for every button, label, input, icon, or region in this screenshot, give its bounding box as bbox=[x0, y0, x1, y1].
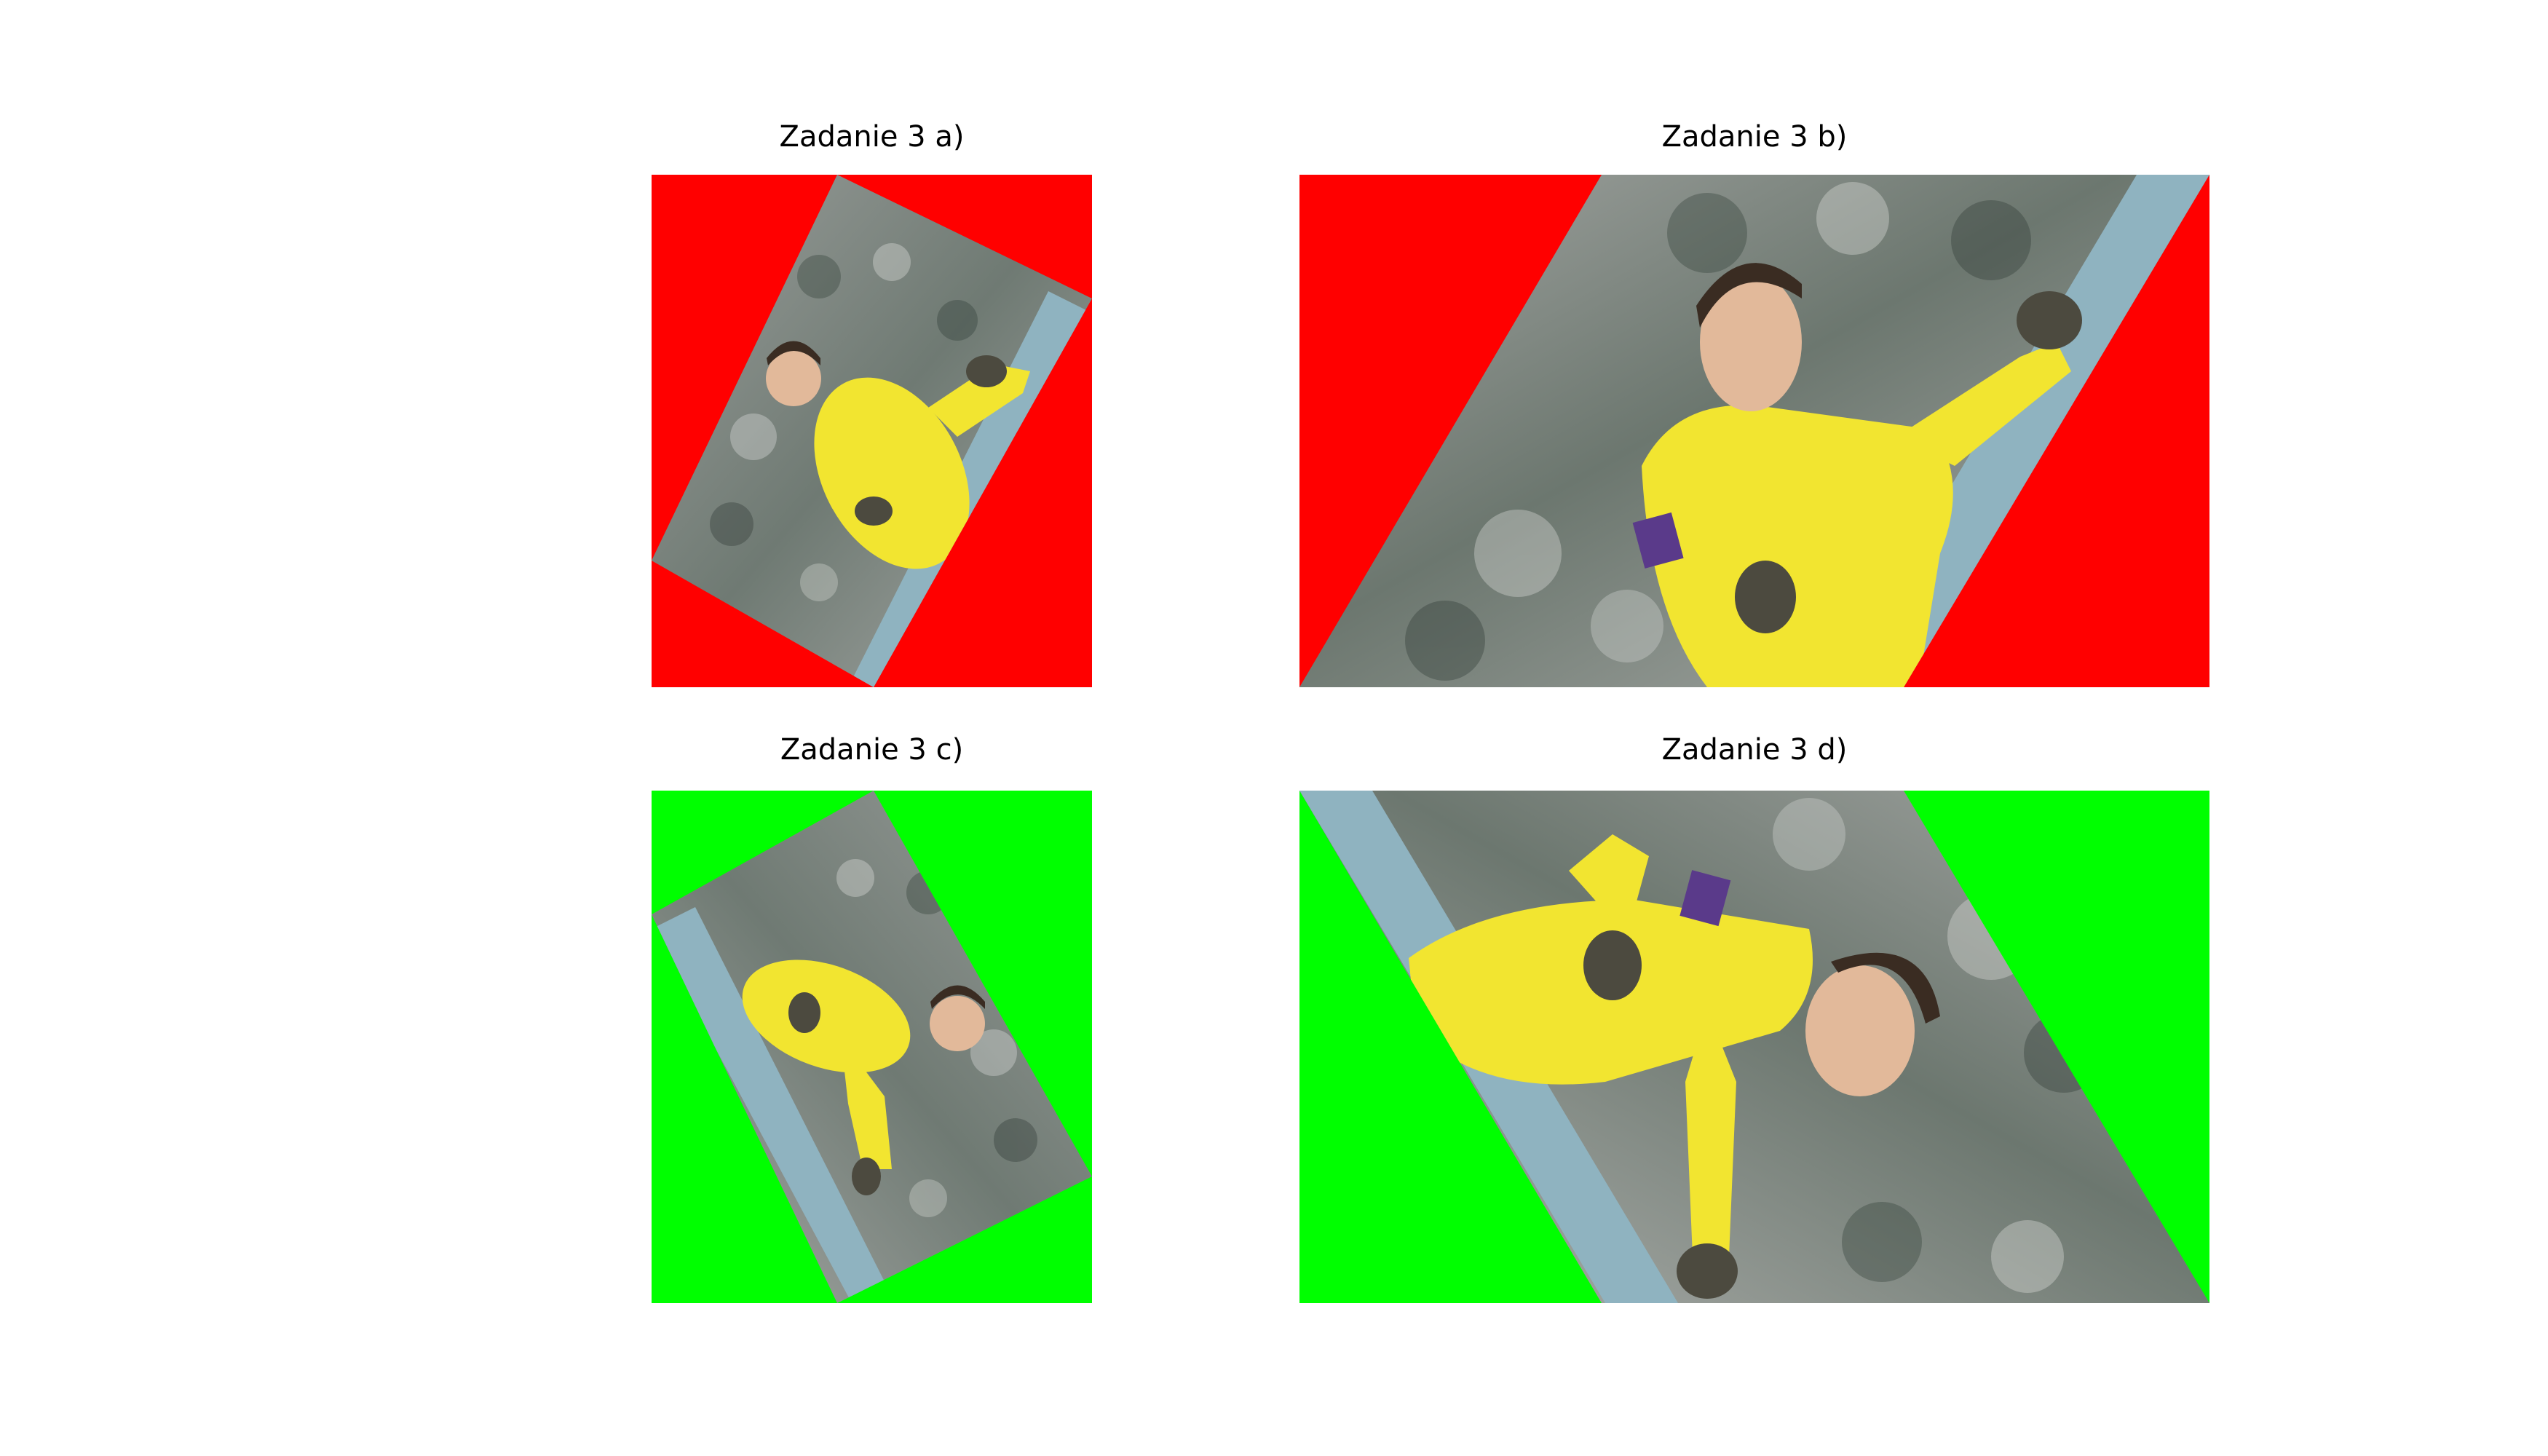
panel-c bbox=[652, 791, 1092, 1303]
panel-title-c: Zadanie 3 c) bbox=[780, 733, 964, 767]
panel-a-image bbox=[652, 175, 1092, 687]
panel-c-image bbox=[652, 791, 1092, 1303]
panel-d-image bbox=[1299, 791, 2209, 1303]
panel-a bbox=[652, 175, 1092, 687]
panel-title-a: Zadanie 3 a) bbox=[779, 120, 965, 154]
panel-d bbox=[1299, 791, 2209, 1303]
panel-title-b: Zadanie 3 b) bbox=[1661, 120, 1848, 154]
panel-title-d: Zadanie 3 d) bbox=[1661, 733, 1848, 767]
panel-b bbox=[1299, 175, 2209, 687]
panel-b-image bbox=[1299, 175, 2209, 687]
